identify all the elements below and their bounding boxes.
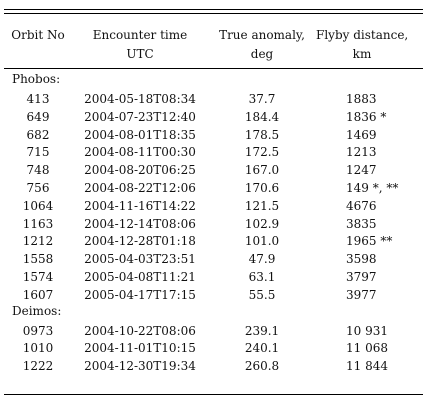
cell-encounter-time: 2004-08-20T06:25 <box>84 163 196 178</box>
cell-orbit: 1607 <box>22 287 54 302</box>
header-orbit: Orbit No <box>4 26 72 45</box>
cell-orbit: 682 <box>26 127 50 142</box>
cell-flyby-distance: 1965 ** <box>346 234 393 249</box>
cell-orbit: 1558 <box>22 252 54 267</box>
cell-flyby-distance: 3977 <box>346 287 377 302</box>
cell-orbit: 748 <box>26 163 50 178</box>
cell-encounter-time: 2004-08-11T00:30 <box>84 145 196 160</box>
cell-orbit: 413 <box>26 92 50 106</box>
cell-true-anomaly: 178.5 <box>244 127 280 142</box>
cell-true-anomaly: 184.4 <box>244 109 280 124</box>
cell-true-anomaly: 55.5 <box>248 287 276 302</box>
table-row: 649 2004-07-23T12:40 184.4 1836 * <box>0 108 427 126</box>
cell-encounter-time: 2004-08-01T18:35 <box>84 127 196 142</box>
table-bottom-rule <box>4 394 423 395</box>
cell-true-anomaly: 172.5 <box>244 145 280 160</box>
table-row: 1574 2005-04-08T11:21 63.1 3797 <box>0 268 427 286</box>
table-row: 1212 2004-12-28T01:18 101.0 1965 ** <box>0 232 427 250</box>
header-flyby-distance: Flyby distance, km <box>316 26 408 64</box>
header-anomaly-line1: True anomaly, <box>219 28 305 42</box>
cell-flyby-distance: 3835 <box>346 216 377 231</box>
cell-encounter-time: 2004-12-28T01:18 <box>84 234 196 249</box>
table-row: 1010 2004-11-01T10:15 240.1 11 068 <box>0 339 427 357</box>
cell-encounter-time: 2004-11-01T10:15 <box>84 341 196 356</box>
cell-encounter-time: 2004-12-14T08:06 <box>84 216 196 231</box>
header-time-line2: UTC <box>126 47 154 61</box>
cell-orbit: 1574 <box>22 270 54 284</box>
cell-encounter-time: 2004-10-22T08:06 <box>84 323 196 338</box>
cell-encounter-time: 2004-11-16T14:22 <box>84 198 196 213</box>
header-true-anomaly: True anomaly, deg <box>212 26 312 64</box>
cell-orbit: 1222 <box>22 359 54 374</box>
cell-flyby-distance: 1469 <box>346 127 377 142</box>
cell-orbit: 0973 <box>22 323 54 338</box>
cell-true-anomaly: 121.5 <box>244 198 280 213</box>
cell-encounter-time: 2005-04-03T23:51 <box>84 252 196 267</box>
table-row: 682 2004-08-01T18:35 178.5 1469 <box>0 126 427 144</box>
cell-flyby-distance: 10 931 <box>346 323 388 338</box>
header-distance-line1: Flyby distance, <box>316 28 409 42</box>
cell-true-anomaly: 47.9 <box>248 252 276 267</box>
header-distance-line2: km <box>352 47 372 61</box>
cell-orbit: 1212 <box>22 234 54 249</box>
cell-orbit: 1064 <box>22 198 54 213</box>
table-row: 1607 2005-04-17T17:15 55.5 3977 <box>0 286 427 304</box>
cell-flyby-distance: 1213 <box>346 145 377 160</box>
cell-orbit: 1163 <box>22 216 54 231</box>
table-row: 1222 2004-12-30T19:34 260.8 11 844 <box>0 357 427 375</box>
cell-true-anomaly: 260.8 <box>244 359 280 374</box>
cell-encounter-time: 2004-07-23T12:40 <box>84 109 196 124</box>
table-row: 715 2004-08-11T00:30 172.5 1213 <box>0 143 427 161</box>
table-top-rule <box>4 9 423 10</box>
cell-flyby-distance: 3598 <box>346 252 377 267</box>
group-label: Deimos: <box>12 303 62 318</box>
table-top-rule-double <box>4 13 423 14</box>
table-row: 413 2004-05-18T08:34 37.7 1883 <box>0 90 427 108</box>
cell-true-anomaly: 101.0 <box>244 234 280 249</box>
cell-flyby-distance: 11 844 <box>346 359 388 374</box>
cell-encounter-time: 2004-12-30T19:34 <box>84 359 196 374</box>
cell-flyby-distance: 1836 * <box>346 109 387 124</box>
cell-true-anomaly: 37.7 <box>248 92 276 106</box>
cell-encounter-time: 2004-05-18T08:34 <box>84 92 196 106</box>
table-row: 756 2004-08-22T12:06 170.6 149 *, ** <box>0 179 427 197</box>
cell-encounter-time: 2004-08-22T12:06 <box>84 181 196 195</box>
cell-orbit: 1010 <box>22 341 54 356</box>
cell-flyby-distance: 4676 <box>346 198 377 213</box>
cell-true-anomaly: 102.9 <box>244 216 280 231</box>
cell-true-anomaly: 170.6 <box>244 181 280 195</box>
cell-orbit: 715 <box>26 145 50 160</box>
table-row: 748 2004-08-20T06:25 167.0 1247 <box>0 161 427 179</box>
cell-flyby-distance: 1247 <box>346 163 377 178</box>
cell-flyby-distance: 149 *, ** <box>346 181 399 195</box>
cell-flyby-distance: 3797 <box>346 270 377 284</box>
cell-encounter-time: 2005-04-17T17:15 <box>84 287 196 302</box>
cell-true-anomaly: 240.1 <box>244 341 280 356</box>
table-row: 1558 2005-04-03T23:51 47.9 3598 <box>0 250 427 268</box>
cell-flyby-distance: 11 068 <box>346 341 388 356</box>
cell-true-anomaly: 167.0 <box>244 163 280 178</box>
cell-orbit: 649 <box>26 109 50 124</box>
group-label: Phobos: <box>12 72 61 86</box>
cell-encounter-time: 2005-04-08T11:21 <box>84 270 196 284</box>
cell-flyby-distance: 1883 <box>346 92 377 106</box>
header-separator-rule <box>4 68 423 69</box>
header-orbit-label: Orbit No <box>11 28 65 42</box>
cell-true-anomaly: 239.1 <box>244 323 280 338</box>
table-row: 0973 2004-10-22T08:06 239.1 10 931 <box>0 322 427 340</box>
cell-orbit: 756 <box>26 181 50 195</box>
table-row: 1163 2004-12-14T08:06 102.9 3835 <box>0 215 427 233</box>
cell-true-anomaly: 63.1 <box>248 270 276 284</box>
header-encounter-time: Encounter time UTC <box>80 26 200 64</box>
header-anomaly-line2: deg <box>250 47 274 61</box>
table-row: 1064 2004-11-16T14:22 121.5 4676 <box>0 197 427 215</box>
header-time-line1: Encounter time <box>92 28 188 42</box>
